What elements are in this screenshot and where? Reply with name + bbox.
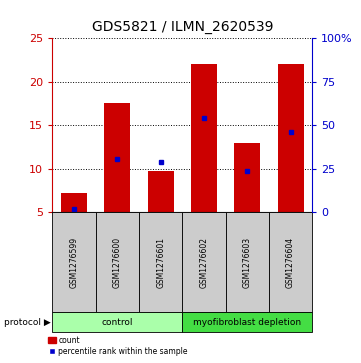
Text: GSM1276600: GSM1276600 <box>113 237 122 288</box>
Bar <box>226 212 269 312</box>
Bar <box>182 312 312 332</box>
Text: GSM1276599: GSM1276599 <box>70 237 78 288</box>
Bar <box>182 212 226 312</box>
Bar <box>52 212 96 312</box>
Legend: count, percentile rank within the sample: count, percentile rank within the sample <box>45 333 191 359</box>
Text: myofibroblast depletion: myofibroblast depletion <box>193 318 301 327</box>
Bar <box>278 64 304 212</box>
Text: GSM1276602: GSM1276602 <box>200 237 208 288</box>
Text: GSM1276601: GSM1276601 <box>156 237 165 288</box>
Bar <box>191 64 217 212</box>
Bar <box>269 212 312 312</box>
Bar <box>234 143 260 212</box>
Bar <box>139 212 182 312</box>
Title: GDS5821 / ILMN_2620539: GDS5821 / ILMN_2620539 <box>92 20 273 34</box>
Text: protocol ▶: protocol ▶ <box>4 318 51 327</box>
Bar <box>104 103 130 212</box>
Bar <box>61 193 87 212</box>
Bar <box>148 171 174 212</box>
Text: control: control <box>101 318 133 327</box>
Bar <box>52 312 182 332</box>
Bar <box>96 212 139 312</box>
Text: GSM1276603: GSM1276603 <box>243 237 252 288</box>
Text: GSM1276604: GSM1276604 <box>286 237 295 288</box>
